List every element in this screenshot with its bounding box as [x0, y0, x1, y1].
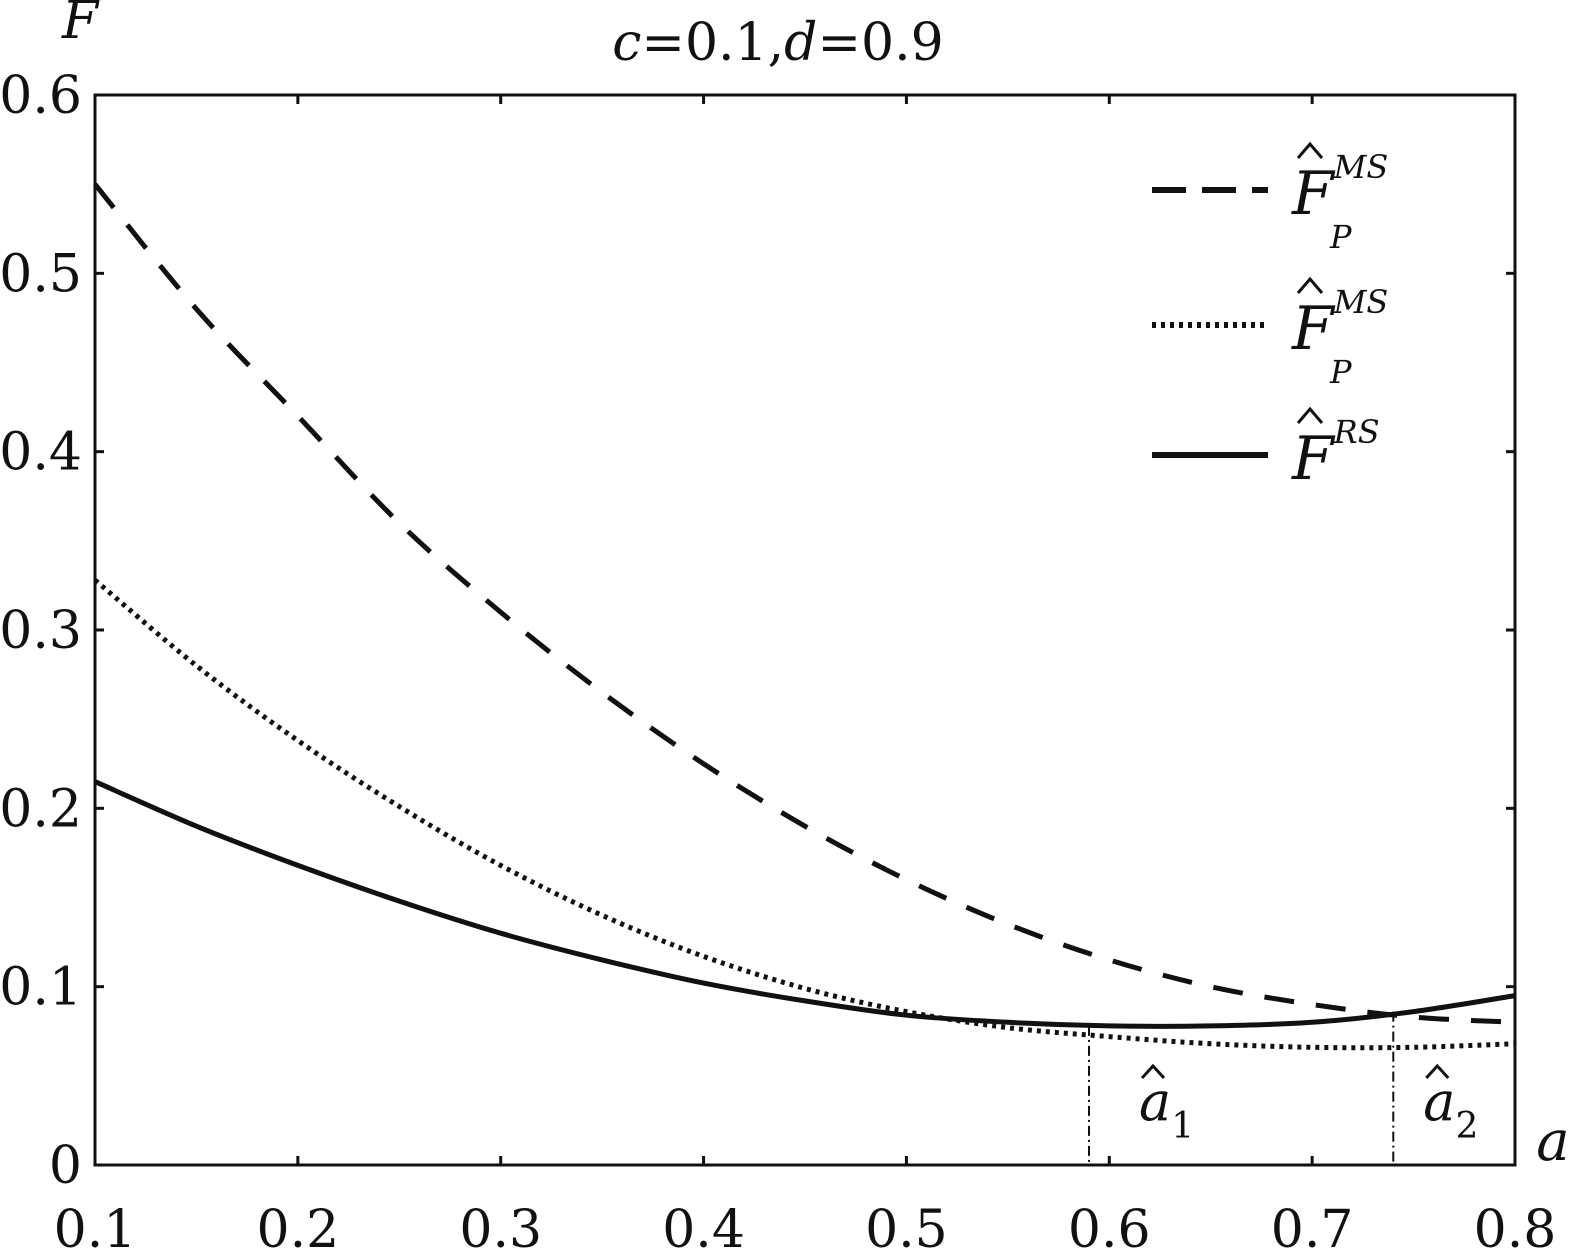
legend-label: FRS [1291, 413, 1380, 494]
chart-title-part: d [784, 13, 817, 73]
x-tick-label: 0.1 [54, 1200, 137, 1257]
x-tick-label: 0.5 [865, 1200, 948, 1257]
x-tick-label: 0.8 [1474, 1200, 1557, 1257]
y-tick-label: 0.2 [0, 779, 82, 839]
x-tick-label: 0.3 [459, 1200, 542, 1257]
legend-label-sup: MS [1333, 148, 1389, 186]
legend-label-sub: P [1329, 218, 1352, 256]
threshold-label-base: a [1139, 1070, 1171, 1133]
series-line-solid [93, 779, 1516, 1029]
plot-frame [93, 93, 1517, 1167]
y-tick-label: 0.3 [0, 601, 82, 661]
series-line-dotted [93, 578, 1516, 1051]
x-tick-label: 0.2 [257, 1200, 340, 1257]
annotation-layer: a1 a2 [1088, 1011, 1478, 1165]
legend-hat-accent [1296, 141, 1324, 159]
legend-label-base: F [1291, 294, 1336, 364]
legend-hat-accent [1296, 406, 1324, 424]
legend-label-sup: RS [1333, 413, 1380, 451]
legend-label-sub: P [1329, 353, 1352, 391]
y-tick-label: 0 [49, 1136, 82, 1196]
y-tick-label: 0.4 [0, 423, 82, 483]
plot-frame-rect [93, 93, 1517, 1167]
chart-title-part: =0.9 [817, 13, 943, 73]
legend-hat-accent [1296, 276, 1324, 294]
chart-title-part: =0.1, [641, 13, 784, 73]
series-line-dashed [93, 182, 1516, 1025]
legend-label-sup: MS [1333, 283, 1389, 321]
threshold-label-base: a [1423, 1070, 1455, 1133]
x-tick-label: 0.6 [1068, 1200, 1151, 1257]
chart-title-part: c [612, 13, 641, 73]
hat-accent [1425, 1063, 1450, 1080]
threshold-label-sub: 2 [1455, 1106, 1478, 1147]
y-tick-label: 0.5 [0, 244, 82, 304]
series-layer [93, 182, 1516, 1051]
legend-label-base: F [1291, 424, 1336, 494]
hat-accent [1140, 1063, 1166, 1080]
threshold-label: a2 [1423, 1070, 1478, 1147]
legend-label: FMS P [1291, 283, 1388, 391]
x-tick-label: 0.7 [1271, 1200, 1354, 1257]
legend-label-base: F [1291, 159, 1336, 229]
x-tick-label: 0.4 [662, 1200, 745, 1257]
threshold-label: a1 [1139, 1070, 1194, 1147]
x-axis-label: a [1536, 1109, 1569, 1174]
legend-label: FMS P [1291, 148, 1388, 256]
threshold-label-sub: 1 [1171, 1106, 1194, 1147]
y-axis-label: F [61, 0, 100, 51]
chart-title: c=0.1,d=0.9 [612, 13, 944, 73]
y-tick-label: 0.6 [0, 66, 82, 126]
y-tick-label: 0.1 [0, 958, 82, 1018]
